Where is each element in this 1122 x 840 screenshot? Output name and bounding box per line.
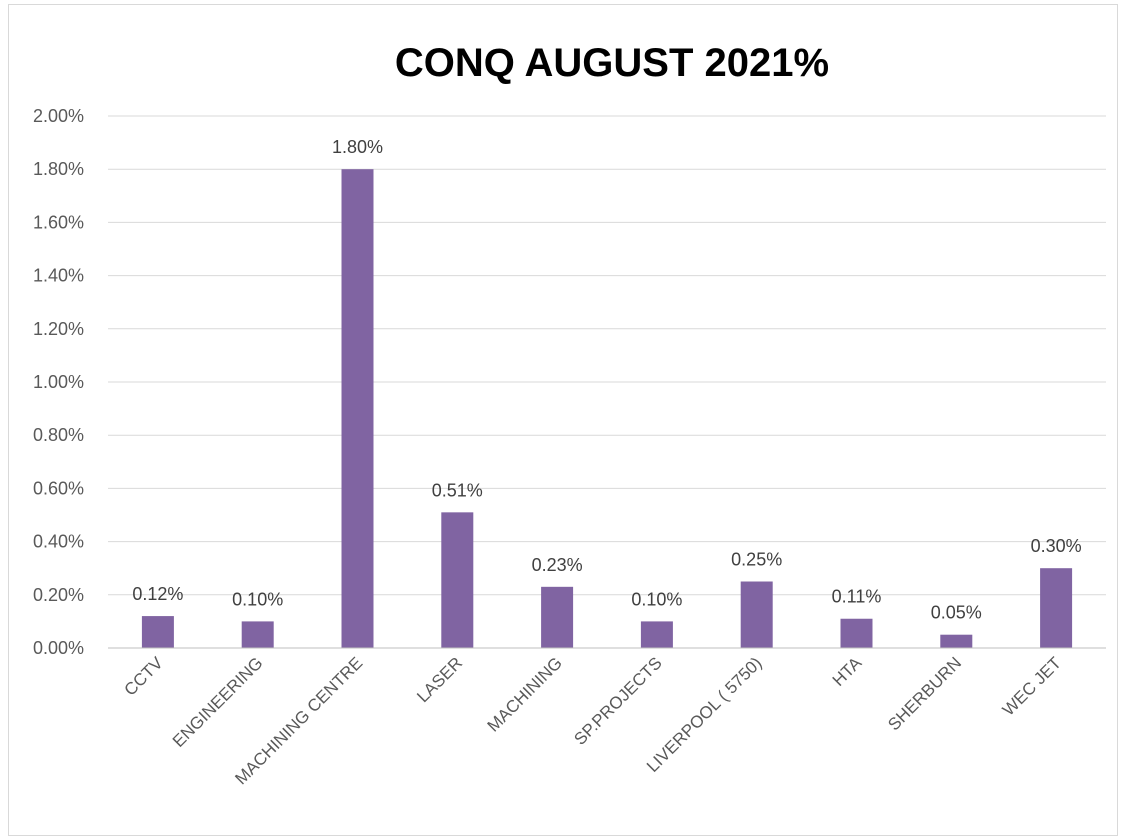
y-tick-label: 0.40% — [33, 532, 84, 552]
data-labels: 0.12% 0.10% 1.80% 0.51% 0.23% 0.10% 0.25% 0.11%… — [132, 137, 1081, 623]
gridlines — [108, 115, 1106, 596]
y-axis-ticks: 0.00% 0.20% 0.40% 0.60% 0.80% 1.00% 1.20% 1.40%… — [33, 106, 84, 658]
y-tick-label: 0.00% — [33, 638, 84, 658]
category-label: SP.PROJECTS — [570, 653, 665, 748]
data-label: 0.51% — [432, 480, 483, 500]
chart-frame — [8, 4, 1118, 836]
data-label: 1.80% — [332, 137, 383, 157]
category-label: LASER — [413, 653, 466, 706]
data-label: 0.30% — [1031, 536, 1082, 556]
bar — [940, 634, 973, 648]
bar — [740, 581, 773, 648]
category-label: WEC JET — [999, 653, 1065, 719]
data-label: 0.25% — [731, 550, 782, 570]
data-label: 0.23% — [532, 555, 583, 575]
y-tick-label: 0.80% — [33, 425, 84, 445]
bar — [1040, 568, 1073, 648]
y-tick-label: 2.00% — [33, 106, 84, 126]
category-label: ENGINEERING — [169, 653, 267, 751]
y-tick-label: 0.60% — [33, 478, 84, 498]
y-tick-label: 1.80% — [33, 159, 84, 179]
bar — [541, 586, 574, 648]
category-label: SHERBURN — [884, 653, 965, 734]
category-label: CCTV — [121, 653, 168, 700]
bars — [141, 169, 1073, 648]
data-label: 0.10% — [631, 589, 682, 609]
data-label: 0.12% — [132, 584, 183, 604]
bar — [441, 512, 474, 648]
bar — [141, 616, 174, 648]
bar — [341, 169, 374, 648]
y-tick-label: 1.00% — [33, 372, 84, 392]
y-tick-label: 1.20% — [33, 319, 84, 339]
y-tick-label: 0.20% — [33, 585, 84, 605]
category-label: HTA — [829, 653, 866, 690]
bar — [241, 621, 274, 648]
bar — [640, 621, 673, 648]
data-label: 0.10% — [232, 589, 283, 609]
data-label: 0.11% — [832, 587, 882, 607]
category-label: MACHINING — [484, 653, 566, 735]
y-tick-label: 1.40% — [33, 266, 84, 286]
bar — [840, 618, 873, 648]
y-tick-label: 1.60% — [33, 212, 84, 232]
chart-title: CONQ AUGUST 2021% — [395, 41, 829, 85]
category-label: LIVERPOOL ( 5750) — [643, 653, 766, 776]
data-label: 0.05% — [931, 603, 982, 623]
